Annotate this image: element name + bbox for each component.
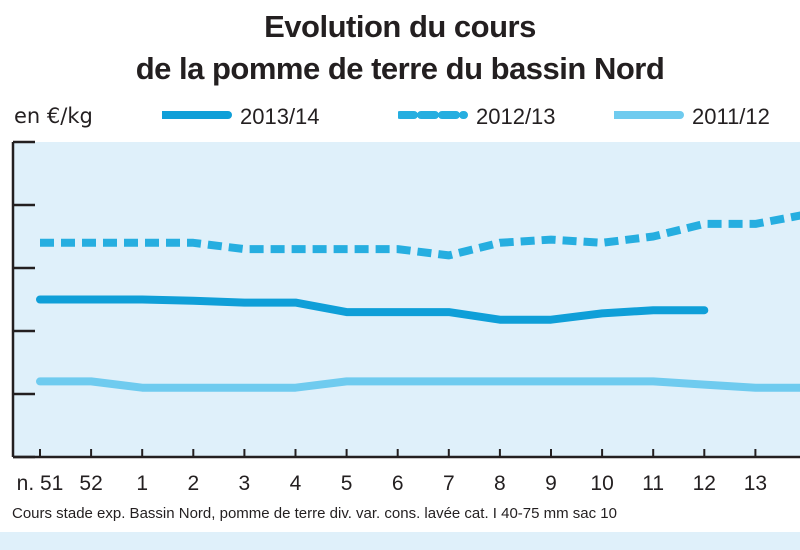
legend-label-2012-13: 2012/13: [476, 104, 556, 129]
x-tick-label: 7: [443, 472, 455, 495]
chart-title-line-1: Evolution du cours: [264, 9, 536, 44]
series-line-2012-13: [40, 211, 800, 260]
chart-title: Evolution du cours de la pomme de terre …: [0, 6, 800, 90]
x-tick-label: 8: [494, 472, 506, 495]
legend-label-2013-14: 2013/14: [240, 104, 320, 129]
x-tick-label: 11: [642, 472, 664, 495]
footnote: Cours stade exp. Bassin Nord, pomme de t…: [12, 505, 617, 522]
x-tick-label: 13: [744, 472, 767, 495]
x-tick-label: 3: [239, 472, 251, 495]
chart-title-line-2: de la pomme de terre du bassin Nord: [135, 51, 665, 86]
legend-swatch-2011-12: [614, 111, 684, 119]
series-line-2013-14: [36, 295, 709, 324]
x-tick-label: 6: [392, 472, 404, 495]
x-tick-label: 2: [187, 472, 199, 495]
x-tick-label: 10: [590, 472, 613, 495]
series-line-2011-12: [36, 377, 800, 392]
legend-label-2011-12: 2011/12: [692, 104, 770, 129]
x-tick-label: n. 51: [17, 472, 64, 495]
unit-label: en €/kg: [14, 104, 93, 128]
x-tick-label: 12: [693, 472, 716, 495]
x-tick-label: 9: [545, 472, 557, 495]
x-tick-label: 5: [341, 472, 353, 495]
x-tick-label: 1: [136, 472, 148, 495]
legend-swatch-2013-14: [162, 111, 232, 119]
legend-swatch-2012-13: [398, 111, 468, 119]
x-tick-label: 4: [290, 472, 302, 495]
bottom-band: [0, 532, 800, 550]
line-chart: n. 5152123456789101112131: [11, 140, 800, 495]
x-tick-label: 52: [79, 472, 102, 495]
